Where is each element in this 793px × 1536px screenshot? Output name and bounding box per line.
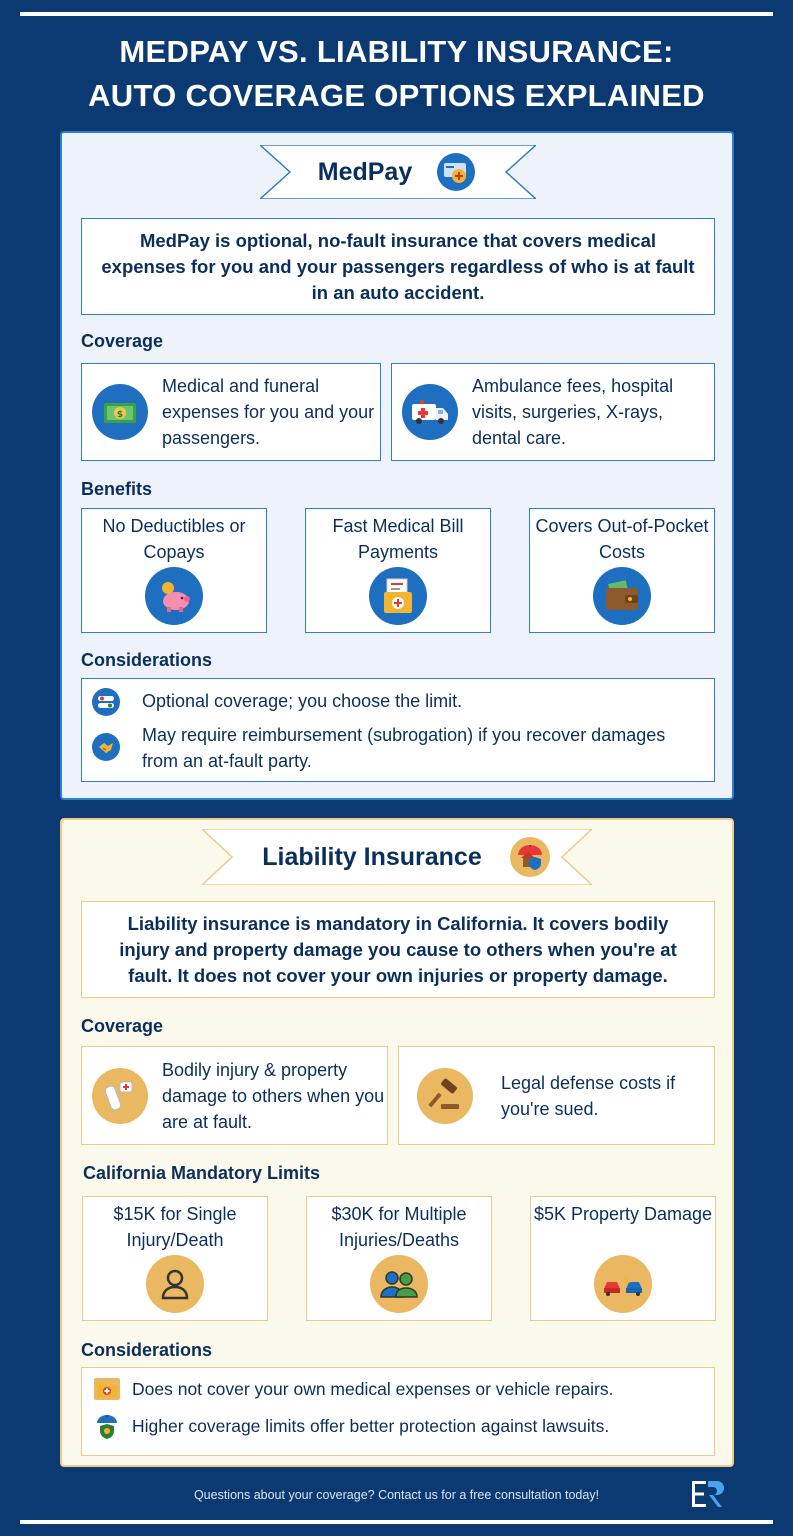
liability-coverage-heading: Coverage xyxy=(81,1016,164,1036)
ambulance-icon xyxy=(402,384,458,440)
handshake-icon xyxy=(92,733,120,761)
logo-mark xyxy=(692,1481,724,1507)
medical-bill-icon xyxy=(369,567,427,625)
liability-considerations-heading: Considerations xyxy=(81,1340,213,1360)
money-icon: $ xyxy=(92,384,148,440)
medpay-intro: MedPay is optional, no-fault insurance t… xyxy=(81,218,715,315)
limit-card-1: $15K for Single Injury/Death xyxy=(82,1196,268,1321)
medpay-coverage-heading: Coverage xyxy=(81,331,164,351)
benefit-text-1: No Deductibles or Copays xyxy=(102,516,246,562)
medpay-consideration-text-2: May require reimbursement (subrogation) … xyxy=(142,725,666,771)
injured-arm-icon xyxy=(92,1067,148,1124)
piggy-bank-icon xyxy=(145,567,203,625)
liability-considerations-box: Does not cover your own medical expenses… xyxy=(81,1367,715,1456)
limit-text-2: $30K for Multiple Injuries/Deaths xyxy=(331,1204,467,1250)
medpay-benefits-heading: Benefits xyxy=(81,479,153,499)
liability-panel: Liability Insurance Liability insurance … xyxy=(60,818,734,1467)
liability-consideration-text-2: Higher coverage limits offer better prot… xyxy=(132,1416,610,1436)
logo xyxy=(688,1479,728,1509)
medical-folder-icon xyxy=(94,1378,120,1400)
limit-text-3: $5K Property Damage xyxy=(533,1204,713,1224)
gavel-icon xyxy=(417,1067,473,1124)
benefit-text-2: Fast Medical Bill Payments xyxy=(332,516,464,562)
medpay-consideration-1: Optional coverage; you choose the limit. xyxy=(92,688,462,716)
person-icon xyxy=(146,1255,204,1313)
medical-card-icon xyxy=(437,153,475,191)
car-crash-icon xyxy=(594,1255,652,1313)
medpay-ribbon: MedPay xyxy=(260,145,536,199)
liability-intro: Liability insurance is mandatory in Cali… xyxy=(81,901,715,998)
bottom-rule xyxy=(20,1520,773,1524)
footer-text: Questions about your coverage? Contact u… xyxy=(193,1488,600,1502)
liability-consideration-1: Does not cover your own medical expenses… xyxy=(94,1376,613,1402)
liability-consideration-2: Higher coverage limits offer better prot… xyxy=(94,1413,609,1441)
liability-coverage-text-2: Legal defense costs if you're sued. xyxy=(501,1072,676,1119)
top-rule xyxy=(20,12,773,16)
medpay-heading: MedPay xyxy=(317,157,413,186)
medpay-coverage-text-2: Ambulance fees, hospital visits, surgeri… xyxy=(472,376,674,448)
medpay-consideration-2: May require reimbursement (subrogation) … xyxy=(92,722,702,774)
medpay-considerations-heading: Considerations xyxy=(81,650,213,670)
svg-text:$: $ xyxy=(117,410,123,420)
benefit-card-1: No Deductibles or Copays xyxy=(81,508,267,633)
liability-coverage-card-1: Bodily injury & property damage to other… xyxy=(81,1046,388,1145)
page-title-line-1: MEDPAY VS. LIABILITY INSURANCE: xyxy=(119,34,674,69)
liability-ribbon: Liability Insurance xyxy=(202,829,592,885)
benefit-text-3: Covers Out-of-Pocket Costs xyxy=(535,516,709,562)
liability-heading: Liability Insurance xyxy=(262,842,482,871)
liability-consideration-text-1: Does not cover your own medical expenses… xyxy=(132,1379,614,1399)
benefit-card-3: Covers Out-of-Pocket Costs xyxy=(529,508,715,633)
shield-umbrella-icon xyxy=(94,1413,120,1441)
people-icon xyxy=(370,1255,428,1313)
liability-coverage-text-1: Bodily injury & property damage to other… xyxy=(162,1059,385,1132)
liability-coverage-card-2: Legal defense costs if you're sued. xyxy=(398,1046,715,1145)
limits-heading: California Mandatory Limits xyxy=(83,1163,321,1183)
medpay-consideration-text-1: Optional coverage; you choose the limit. xyxy=(142,691,463,711)
page-title-line-2: AUTO COVERAGE OPTIONS EXPLAINED xyxy=(88,78,705,113)
limit-card-3: $5K Property Damage xyxy=(530,1196,716,1321)
toggle-icon xyxy=(92,688,120,716)
medpay-coverage-card-1: $ Medical and funeral expenses for you a… xyxy=(81,363,381,461)
limit-text-1: $15K for Single Injury/Death xyxy=(113,1204,237,1250)
limit-card-2: $30K for Multiple Injuries/Deaths xyxy=(306,1196,492,1321)
benefit-card-2: Fast Medical Bill Payments xyxy=(305,508,491,633)
medpay-panel: MedPay MedPay is optional, no-fault insu… xyxy=(60,131,734,800)
medpay-considerations-box: Optional coverage; you choose the limit.… xyxy=(81,678,715,782)
umbrella-house-icon xyxy=(510,837,550,877)
wallet-icon xyxy=(593,567,651,625)
medpay-coverage-text-1: Medical and funeral expenses for you and… xyxy=(162,376,375,448)
medpay-coverage-card-2: Ambulance fees, hospital visits, surgeri… xyxy=(391,363,715,461)
page-title: MEDPAY VS. LIABILITY INSURANCE: AUTO COV… xyxy=(0,30,793,118)
